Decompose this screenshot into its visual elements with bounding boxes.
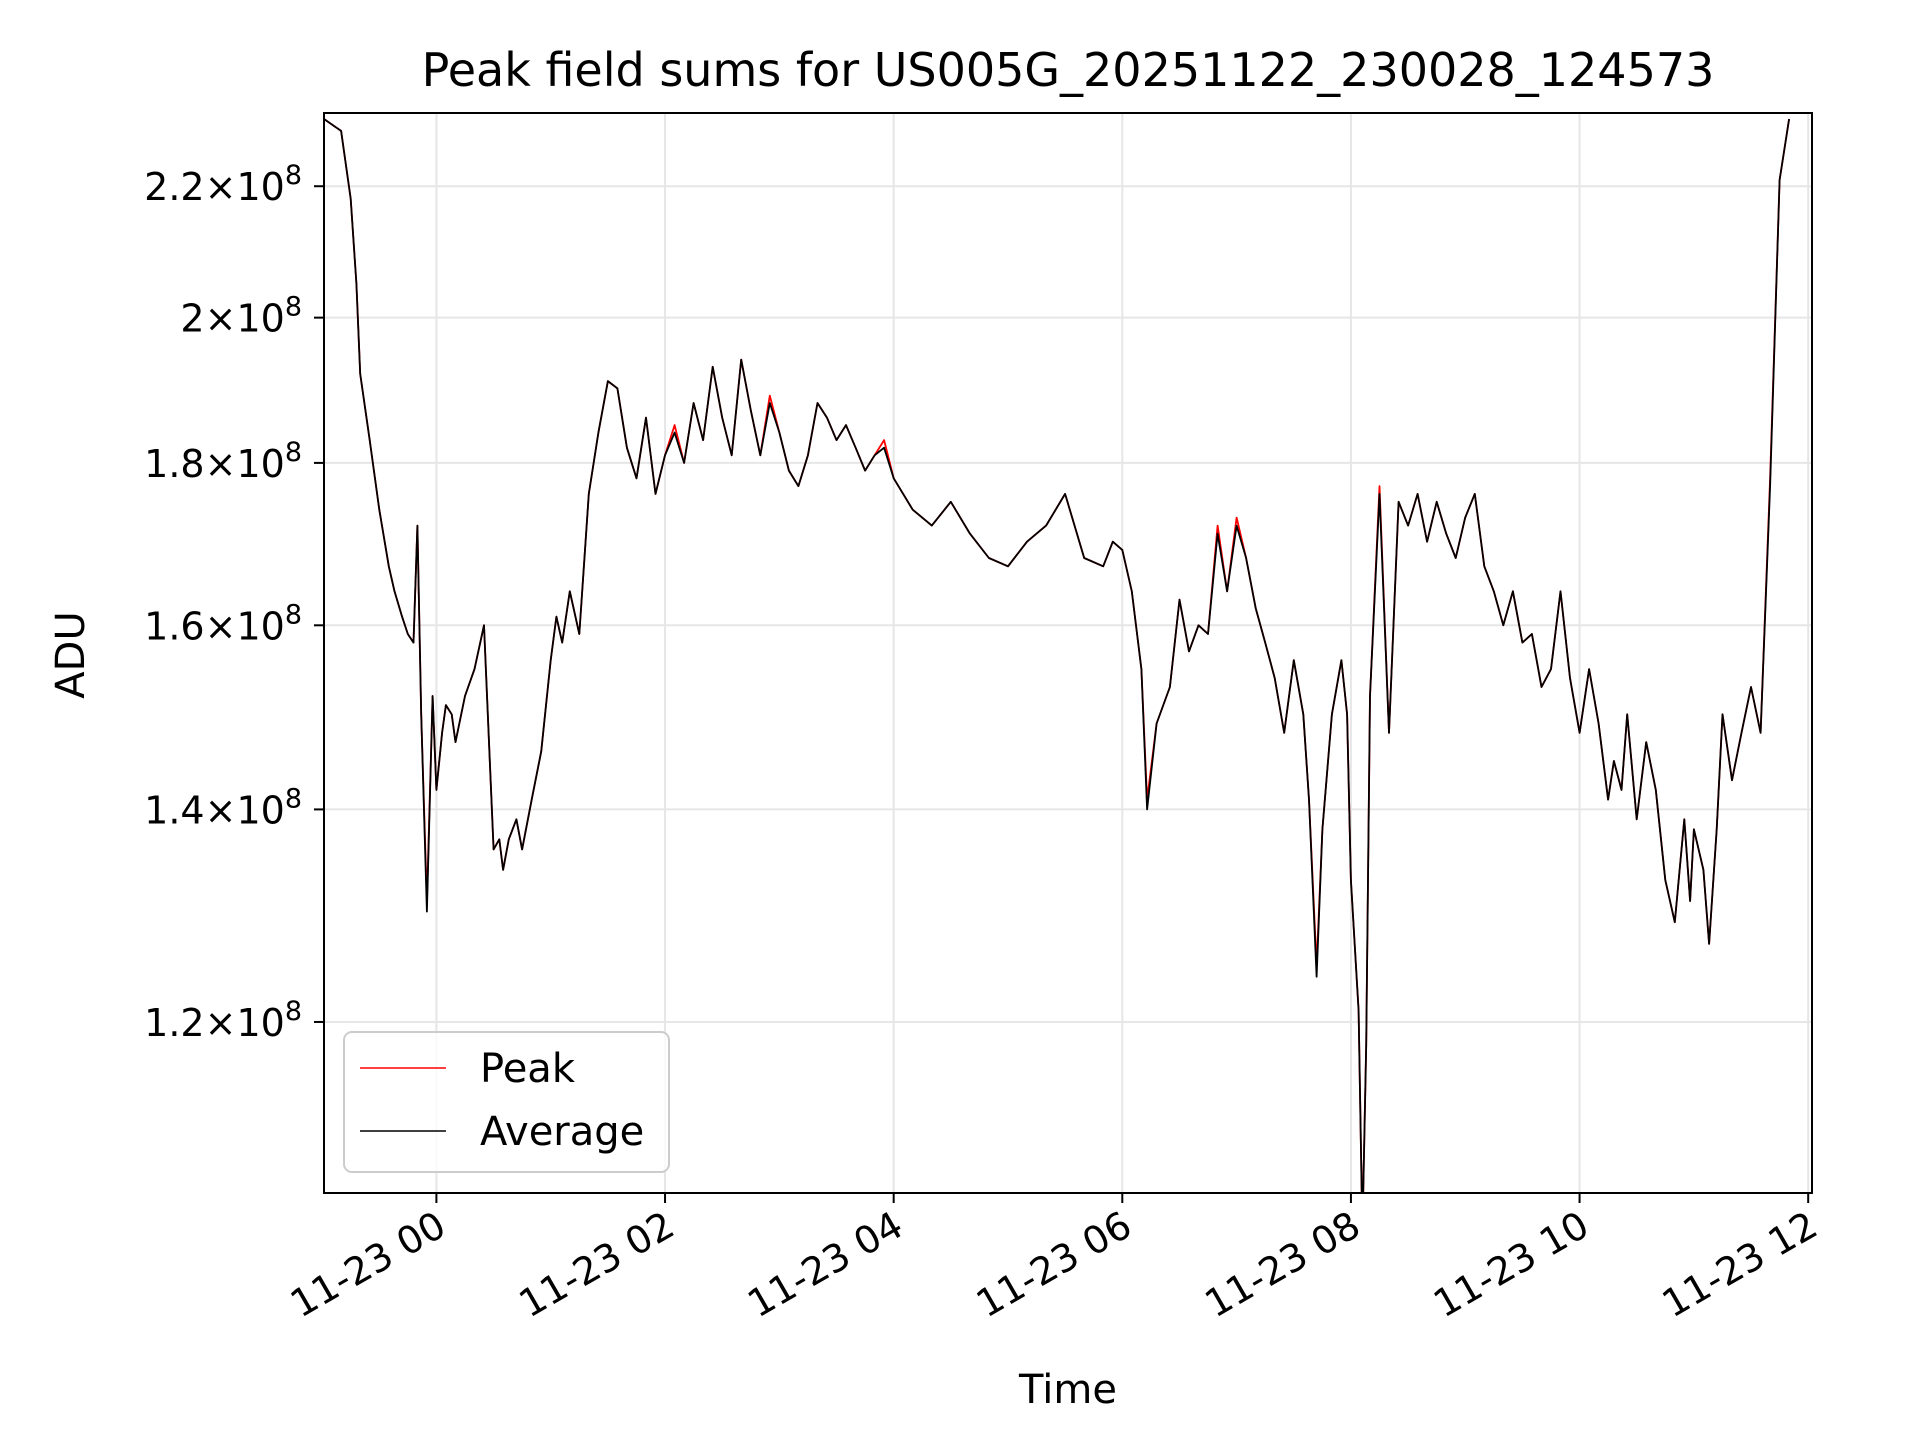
- y-tick-times: ×: [205, 442, 237, 486]
- y-tick-base: 10: [236, 1001, 284, 1045]
- chart-title: Peak field sums for US005G_20251122_2300…: [422, 43, 1715, 97]
- plot-frame: [323, 112, 1813, 1194]
- y-tick-base: 10: [236, 297, 284, 341]
- y-tick-label: 1.6×108: [144, 599, 302, 648]
- series-lines: [324, 118, 1790, 1193]
- y-tick-mantissa: 1.6: [144, 604, 204, 648]
- y-tick-mantissa: 1.2: [144, 1001, 204, 1045]
- y-tick-label: 2.2×108: [144, 160, 302, 209]
- legend-box: [343, 1031, 670, 1173]
- y-axis-label: ADU: [48, 611, 94, 698]
- y-tick-mantissa: 1.8: [144, 442, 204, 486]
- y-tick-base: 10: [236, 165, 284, 209]
- y-tick-exponent: 8: [285, 599, 302, 630]
- y-tick-times: ×: [205, 165, 237, 209]
- y-tick-times: ×: [205, 297, 237, 341]
- y-tick-base: 10: [236, 604, 284, 648]
- y-tick-base: 10: [236, 442, 284, 486]
- y-tick-label: 2×108: [180, 292, 302, 341]
- x-axis-label: Time: [1018, 1367, 1117, 1413]
- y-tick-label: 1.4×108: [144, 783, 302, 832]
- y-tick-label: 1.8×108: [144, 437, 302, 486]
- y-tick-exponent: 8: [285, 160, 302, 191]
- y-tick-exponent: 8: [285, 292, 302, 323]
- y-tick-mantissa: 1.4: [144, 788, 204, 832]
- y-tick-mantissa: 2.2: [144, 165, 204, 209]
- y-tick-exponent: 8: [285, 996, 302, 1027]
- y-tick-exponent: 8: [285, 437, 302, 468]
- y-tick-label: 1.2×108: [144, 996, 302, 1045]
- y-tick-times: ×: [205, 1001, 237, 1045]
- y-tick-exponent: 8: [285, 783, 302, 814]
- legend-label-average: Average: [480, 1109, 644, 1155]
- legend: Peak Average: [343, 1031, 670, 1173]
- y-tick-times: ×: [205, 788, 237, 832]
- legend-label-peak: Peak: [480, 1046, 576, 1092]
- series-line-average: [324, 118, 1790, 1193]
- y-tick-times: ×: [205, 604, 237, 648]
- y-tick-mantissa: 2: [180, 297, 204, 341]
- y-tick-base: 10: [236, 788, 284, 832]
